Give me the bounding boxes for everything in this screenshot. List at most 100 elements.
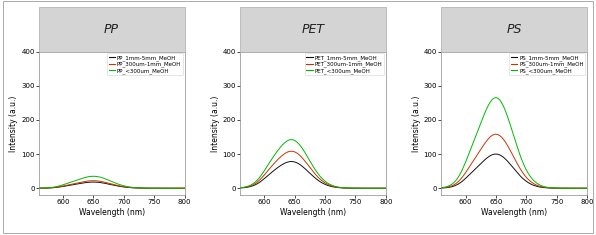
PS_<300um_MeOH	[437, 186, 445, 189]
Text: PS: PS	[507, 23, 522, 36]
PET_300um-1mm_MeOH	[346, 187, 353, 190]
PP_<300um_MeOH	[133, 186, 140, 189]
PS_<300um_MeOH	[475, 127, 482, 130]
PP_300um-1mm_MeOH	[122, 185, 129, 188]
PP_1mm-5mm_MeOH	[61, 185, 68, 188]
PET_300um-1mm_MeOH	[274, 158, 281, 161]
PET_300um-1mm_MeOH	[262, 172, 269, 175]
Text: PP: PP	[104, 23, 119, 36]
PS_<300um_MeOH	[492, 96, 499, 99]
Legend: PS_1mm-5mm_MeOH, PS_300um-1mm_MeOH, PS_<300um_MeOH: PS_1mm-5mm_MeOH, PS_300um-1mm_MeOH, PS_<…	[509, 53, 585, 75]
PP_<300um_MeOH	[122, 185, 129, 188]
PS_<300um_MeOH	[524, 171, 531, 173]
Title: Fluorecsence PS Microplastic: Fluorecsence PS Microplastic	[452, 42, 577, 51]
PS_300um-1mm_MeOH	[548, 187, 555, 189]
PP_<300um_MeOH	[35, 187, 42, 190]
PP_<300um_MeOH	[101, 177, 108, 180]
PET_1mm-5mm_MeOH	[322, 184, 330, 186]
PET_300um-1mm_MeOH	[237, 186, 244, 189]
Y-axis label: Intensity (a.u.): Intensity (a.u.)	[412, 95, 421, 152]
PS_<300um_MeOH	[504, 115, 511, 118]
PP_1mm-5mm_MeOH	[90, 181, 97, 184]
PP_<300um_MeOH	[61, 183, 68, 186]
PET_300um-1mm_MeOH	[334, 186, 341, 189]
PET_1mm-5mm_MeOH	[274, 166, 281, 169]
Y-axis label: Intensity (a.u.): Intensity (a.u.)	[210, 95, 219, 152]
PS_1mm-5mm_MeOH	[464, 176, 471, 178]
PS_<300um_MeOH	[464, 157, 471, 160]
PS_300um-1mm_MeOH	[504, 144, 511, 147]
PS_1mm-5mm_MeOH	[475, 164, 482, 167]
PS_1mm-5mm_MeOH	[583, 187, 591, 190]
PS_300um-1mm_MeOH	[524, 177, 531, 180]
PET_<300um_MeOH	[237, 186, 244, 189]
Title: Fluorecsence PET Microplastic: Fluorecsence PET Microplastic	[248, 42, 378, 51]
Line: PP_300um-1mm_MeOH: PP_300um-1mm_MeOH	[39, 181, 185, 188]
PS_300um-1mm_MeOH	[464, 169, 471, 172]
PS_300um-1mm_MeOH	[475, 151, 482, 154]
Legend: PET_1mm-5mm_MeOH, PET_300um-1mm_MeOH, PET_<300um_MeOH: PET_1mm-5mm_MeOH, PET_300um-1mm_MeOH, PE…	[305, 53, 384, 75]
PP_<300um_MeOH	[145, 187, 153, 190]
PP_300um-1mm_MeOH	[35, 187, 42, 190]
PP_<300um_MeOH	[73, 179, 80, 182]
Y-axis label: Intensity (a.u.): Intensity (a.u.)	[10, 95, 18, 152]
PP_<300um_MeOH	[181, 187, 188, 190]
PP_1mm-5mm_MeOH	[35, 187, 42, 190]
Text: PET: PET	[302, 23, 324, 36]
PET_1mm-5mm_MeOH	[303, 168, 310, 171]
Line: PET_1mm-5mm_MeOH: PET_1mm-5mm_MeOH	[240, 161, 386, 188]
PS_<300um_MeOH	[583, 187, 591, 190]
PET_<300um_MeOH	[334, 186, 341, 188]
Line: PP_1mm-5mm_MeOH: PP_1mm-5mm_MeOH	[39, 182, 185, 188]
PP_1mm-5mm_MeOH	[122, 186, 129, 188]
Line: PP_<300um_MeOH: PP_<300um_MeOH	[39, 176, 185, 188]
PS_300um-1mm_MeOH	[492, 133, 499, 136]
PS_1mm-5mm_MeOH	[548, 187, 555, 189]
PET_1mm-5mm_MeOH	[382, 187, 389, 190]
PET_<300um_MeOH	[382, 187, 389, 190]
PP_300um-1mm_MeOH	[145, 187, 153, 190]
Line: PS_<300um_MeOH: PS_<300um_MeOH	[441, 98, 587, 188]
PET_1mm-5mm_MeOH	[288, 160, 295, 163]
PP_1mm-5mm_MeOH	[145, 187, 153, 190]
Title: Fluorecsence PP Microplastic: Fluorecsence PP Microplastic	[49, 42, 174, 51]
PS_300um-1mm_MeOH	[583, 187, 591, 190]
PET_1mm-5mm_MeOH	[237, 187, 244, 189]
PS_1mm-5mm_MeOH	[437, 187, 445, 189]
PET_<300um_MeOH	[274, 149, 281, 152]
Line: PS_300um-1mm_MeOH: PS_300um-1mm_MeOH	[441, 134, 587, 188]
Line: PS_1mm-5mm_MeOH: PS_1mm-5mm_MeOH	[441, 154, 587, 188]
PET_<300um_MeOH	[346, 187, 353, 189]
X-axis label: Wavelength (nm): Wavelength (nm)	[481, 208, 547, 217]
PS_1mm-5mm_MeOH	[492, 153, 499, 156]
PP_300um-1mm_MeOH	[90, 179, 97, 182]
PP_300um-1mm_MeOH	[61, 184, 68, 187]
PET_<300um_MeOH	[262, 167, 269, 170]
PP_1mm-5mm_MeOH	[101, 182, 108, 185]
PS_300um-1mm_MeOH	[437, 187, 445, 189]
PP_300um-1mm_MeOH	[181, 187, 188, 190]
PP_300um-1mm_MeOH	[73, 182, 80, 185]
PP_1mm-5mm_MeOH	[181, 187, 188, 190]
PP_<300um_MeOH	[90, 175, 97, 178]
PS_<300um_MeOH	[535, 183, 542, 186]
PS_1mm-5mm_MeOH	[535, 185, 542, 188]
PET_300um-1mm_MeOH	[303, 161, 310, 164]
PET_300um-1mm_MeOH	[382, 187, 389, 190]
PP_300um-1mm_MeOH	[101, 181, 108, 184]
PET_300um-1mm_MeOH	[288, 150, 295, 153]
PP_300um-1mm_MeOH	[133, 187, 140, 189]
PS_<300um_MeOH	[548, 186, 555, 189]
PP_1mm-5mm_MeOH	[133, 187, 140, 189]
Line: PET_300um-1mm_MeOH: PET_300um-1mm_MeOH	[240, 151, 386, 188]
PET_1mm-5mm_MeOH	[262, 176, 269, 179]
X-axis label: Wavelength (nm): Wavelength (nm)	[280, 208, 346, 217]
PS_1mm-5mm_MeOH	[504, 160, 511, 163]
PS_1mm-5mm_MeOH	[524, 181, 531, 184]
PET_<300um_MeOH	[322, 181, 330, 184]
PET_1mm-5mm_MeOH	[346, 187, 353, 190]
PET_1mm-5mm_MeOH	[334, 186, 341, 189]
PET_<300um_MeOH	[303, 153, 310, 156]
PET_<300um_MeOH	[288, 138, 295, 141]
PP_1mm-5mm_MeOH	[73, 183, 80, 186]
